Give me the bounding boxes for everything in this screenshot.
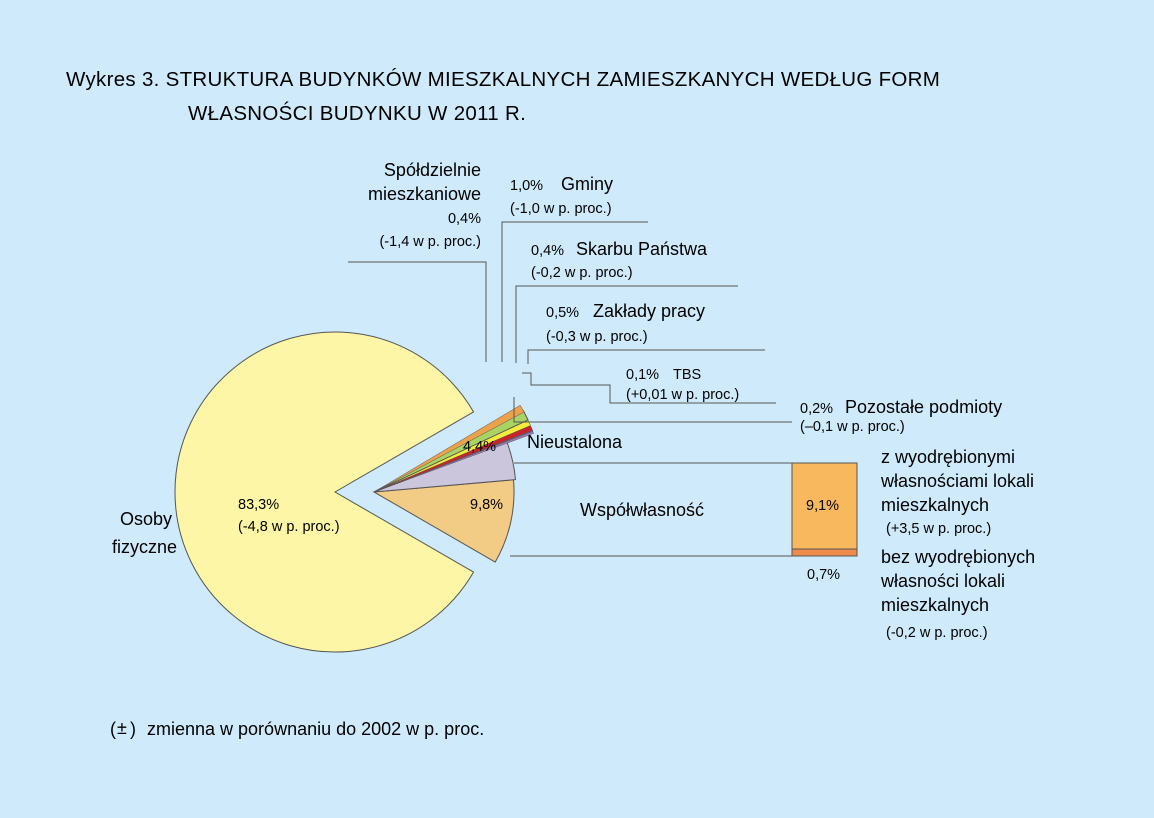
change-skarb: (-0,2 w p. proc.)	[531, 265, 633, 281]
change-tbs: (+0,01 w p. proc.)	[626, 387, 739, 403]
value-bez-wyodrebnionych: 0,7%	[807, 567, 840, 583]
breakdown-bar-z-wyodrebnionymi	[791, 462, 858, 550]
change-zaklady: (-0,3 w p. proc.)	[546, 329, 648, 345]
leader-lines	[348, 221, 792, 557]
label-spoldzielnie-line-2: mieszkaniowe	[368, 184, 481, 204]
change-gminy: (-1,0 w p. proc.)	[510, 201, 612, 217]
footnote-text: zmienna w porównaniu do 2002 w p. proc.	[147, 719, 484, 739]
change-spoldzielnie: (-1,4 w p. proc.)	[379, 234, 481, 250]
value-nieustalona: 4,4%	[463, 439, 496, 455]
value-pozostale: 0,2%	[800, 401, 833, 417]
value-gminy: 1,0%	[510, 178, 543, 194]
label-skarb: Skarbu Państwa	[576, 239, 708, 259]
value-wspolwlasnosc: 9,8%	[470, 497, 503, 513]
value-spoldzielnie: 0,4%	[448, 211, 481, 227]
change-osoby: (-4,8 w p. proc.)	[238, 519, 340, 535]
leader-line-spoldzielnie	[348, 261, 487, 362]
label-osoby-line-1: Osoby	[120, 509, 172, 529]
label-gminy: Gminy	[561, 174, 613, 194]
label-spoldzielnie-line-1: Spółdzielnie	[384, 160, 481, 180]
breakdown-bar-bez-wyodrebnionych	[791, 548, 858, 557]
label-pozostale: Pozostałe podmioty	[845, 397, 1002, 417]
change-pozostale: (–0,1 w p. proc.)	[800, 419, 905, 435]
label-bez-wyodrebnionych-line-3: mieszkalnych	[881, 595, 989, 615]
change-z-wyodrebnionymi: (+3,5 w p. proc.)	[886, 521, 991, 537]
label-z-wyodrebnionymi-line-2: własnościami lokali	[880, 471, 1034, 491]
label-z-wyodrebnionymi-line-1: z wyodrębionymi	[881, 447, 1015, 467]
label-bez-wyodrebnionych-line-2: własności lokali	[880, 571, 1005, 591]
leader-line-pozostale	[513, 397, 792, 423]
change-bez-wyodrebnionych: (-0,2 w p. proc.)	[886, 625, 988, 641]
footnote-symbol: ±	[117, 718, 127, 738]
leader-line-zaklady	[527, 349, 765, 364]
value-z-wyodrebnionymi: 9,1%	[806, 498, 839, 514]
label-nieustalona: Nieustalona	[527, 432, 623, 452]
value-skarb: 0,4%	[531, 243, 564, 259]
value-zaklady: 0,5%	[546, 305, 579, 321]
label-bez-wyodrebnionych-line-1: bez wyodrębionych	[881, 547, 1035, 567]
value-osoby: 83,3%	[238, 497, 279, 513]
value-tbs: 0,1%	[626, 367, 659, 383]
chart-title-line-2: WŁASNOŚCI BUDYNKU W 2011 R.	[188, 101, 526, 125]
label-tbs: TBS	[673, 367, 701, 383]
label-zaklady: Zakłady pracy	[593, 301, 705, 321]
pie-slice-wspolwlasnosc	[372, 479, 515, 563]
label-osoby-line-2: fizyczne	[112, 537, 177, 557]
footnote-close-paren: )	[130, 719, 136, 739]
pie-slice-spoldzielnie	[373, 404, 525, 493]
label-z-wyodrebnionymi-line-3: mieszkalnych	[881, 495, 989, 515]
leader-line-tbs	[522, 372, 776, 404]
chart-title-line-1: Wykres 3. STRUKTURA BUDYNKÓW MIESZKALNYC…	[66, 68, 940, 91]
leader-line-skarb	[515, 285, 738, 363]
label-wspolwlasnosc: Współwłasność	[580, 500, 704, 520]
leader-line-gminy	[501, 221, 648, 362]
pie-slice-osoby-fizyczne	[174, 331, 475, 653]
footnote-open-paren: (	[110, 719, 116, 739]
